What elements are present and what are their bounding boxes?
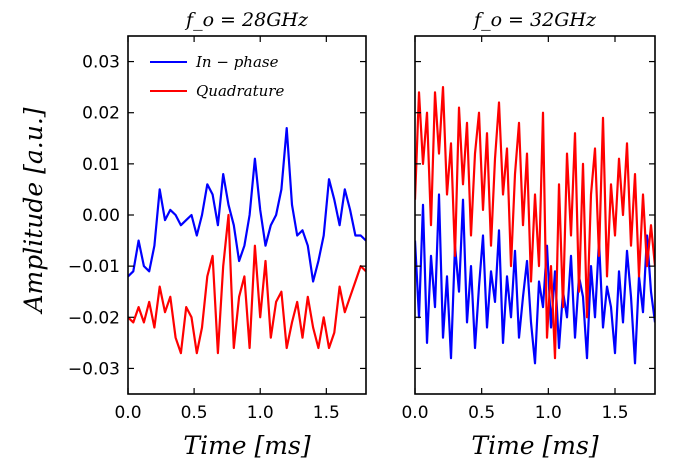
x-tick-label: 1.0 — [247, 403, 274, 423]
x-tick-label: 0.0 — [401, 403, 428, 423]
legend: In − phase Quadrature — [150, 53, 284, 100]
panel-32ghz: f_o = 32GHz Time [ms] 0.0 0.5 1.0 1.5 — [401, 9, 656, 460]
x-tick-label: 1.5 — [601, 403, 628, 423]
series-line-in-phase-28ghz — [128, 127, 366, 283]
y-tick-label: 0.01 — [82, 155, 120, 175]
plot-area-32ghz — [415, 85, 655, 365]
x-tick-label: 1.0 — [535, 403, 562, 423]
panel-28ghz: f_o = 28GHz Time [ms] In − phase Quadrat… — [68, 9, 367, 460]
y-tick-label: −0.01 — [68, 257, 120, 277]
y-tick-label: 0.00 — [82, 206, 120, 226]
legend-label-in-phase: In − phase — [195, 53, 279, 71]
legend-label-quadrature: Quadrature — [196, 82, 284, 100]
x-tick-label: 1.5 — [313, 403, 340, 423]
x-tick-label: 0.0 — [114, 403, 141, 423]
y-tick-label: −0.03 — [68, 359, 120, 379]
x-tick-label: 0.5 — [468, 403, 495, 423]
y-axis-label: Amplitude [a.u.] — [19, 107, 48, 314]
x-axis-label-32ghz: Time [ms] — [471, 431, 598, 460]
plot-area-28ghz — [128, 127, 366, 355]
panel-title-28ghz: f_o = 28GHz — [184, 9, 309, 31]
panel-title-32ghz: f_o = 32GHz — [472, 9, 597, 31]
y-tick-label: 0.03 — [82, 53, 120, 73]
y-tick-label: 0.02 — [82, 104, 120, 124]
y-tick-label: −0.02 — [68, 308, 120, 328]
series-line-quadrature-32ghz — [415, 85, 655, 360]
x-tick-label: 0.5 — [181, 403, 208, 423]
x-axis-label-28ghz: Time [ms] — [183, 431, 310, 460]
series-line-quadrature-28ghz — [128, 213, 366, 355]
